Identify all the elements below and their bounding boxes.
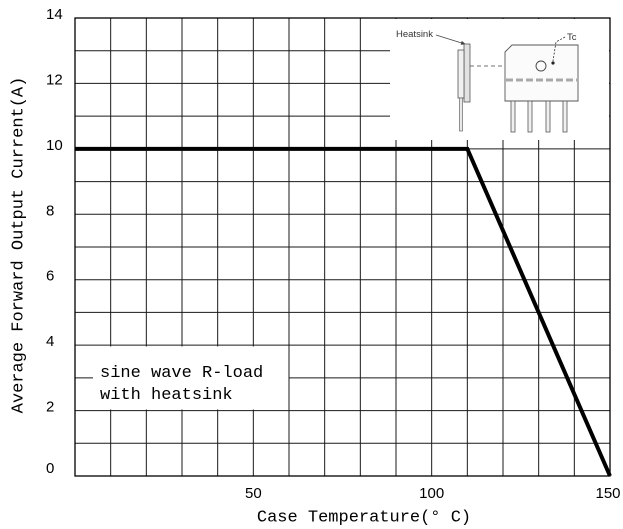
y-tick-label: 0 xyxy=(46,460,54,477)
series-layer xyxy=(75,146,612,477)
condition-note-line-1: sine wave R-load xyxy=(100,364,263,383)
y-tick-labels: 0 2 4 6 8 10 12 14 xyxy=(46,6,63,477)
plot-frame xyxy=(74,17,611,477)
y-tick-label: 14 xyxy=(46,6,63,23)
package-inset: Heatsink Tc xyxy=(390,19,609,140)
x-tick-label: 100 xyxy=(419,485,444,502)
tc-measurement-point xyxy=(551,61,555,65)
heatsink-plate xyxy=(463,43,471,103)
heatsink-label: Heatsink xyxy=(396,29,433,40)
y-tick-label: 6 xyxy=(46,268,54,285)
y-tick-label: 12 xyxy=(46,71,63,88)
y-tick-label: 8 xyxy=(46,202,54,219)
device-lead-1 xyxy=(510,100,516,133)
y-tick-label: 10 xyxy=(46,137,63,154)
heatsink-leader-line xyxy=(435,34,465,45)
x-tick-label: 50 xyxy=(245,485,262,502)
device-front-body xyxy=(504,44,579,102)
device-lead-2 xyxy=(527,100,533,133)
device-lead-3 xyxy=(545,100,551,133)
device-lead-4 xyxy=(562,100,568,133)
y-tick-label: 2 xyxy=(46,399,54,416)
device-side-body xyxy=(457,49,465,99)
x-axis-label: Case Temperature(° C) xyxy=(257,508,471,527)
mounting-hole xyxy=(535,60,547,72)
derating-curve-line xyxy=(75,146,612,477)
condition-note: sine wave R-load with heatsink xyxy=(93,346,289,410)
condition-note-line-2: with heatsink xyxy=(100,386,233,405)
y-axis-label: Average Forward Output Current(A) xyxy=(9,77,28,414)
x-tick-labels: 50 100 150 xyxy=(245,485,621,502)
device-side-lead xyxy=(459,97,463,132)
x-tick-label: 150 xyxy=(595,485,620,502)
y-tick-label: 4 xyxy=(46,333,54,350)
tc-label: Tc xyxy=(567,32,577,43)
condition-note-background xyxy=(93,346,289,410)
